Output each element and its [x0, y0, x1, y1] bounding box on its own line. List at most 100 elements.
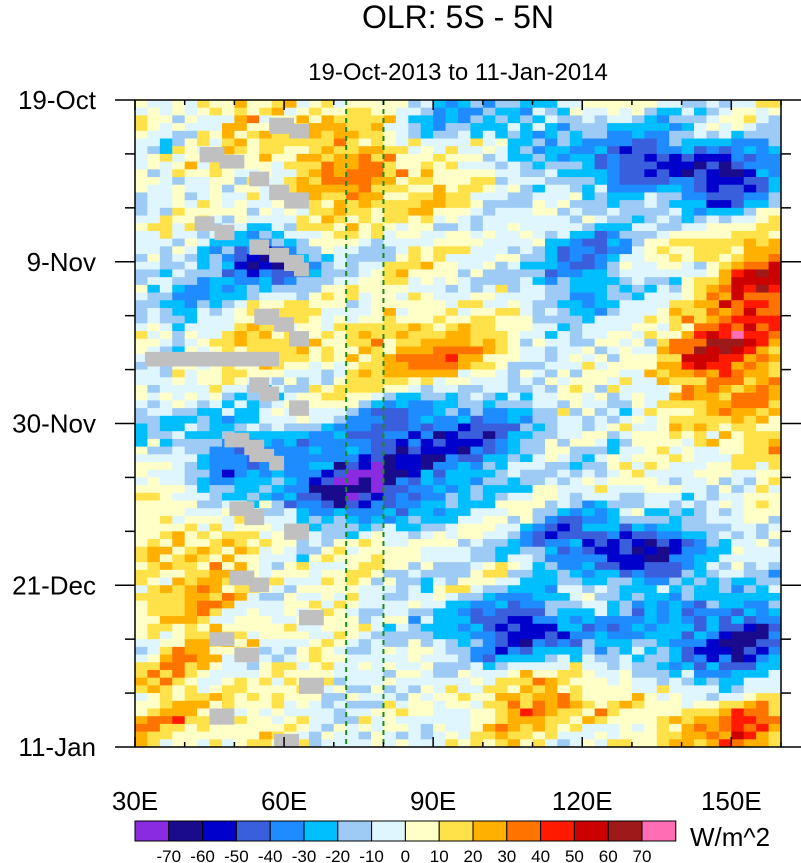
- heatmap-cell: [246, 300, 260, 309]
- heatmap-cell: [135, 523, 149, 532]
- heatmap-cell: [308, 562, 322, 571]
- heatmap-cell: [284, 246, 298, 255]
- heatmap-cell: [433, 546, 447, 556]
- heatmap-cell: [135, 616, 149, 625]
- heatmap-cell: [383, 523, 397, 532]
- heatmap-cell: [607, 731, 621, 740]
- heatmap-cell: [768, 577, 781, 586]
- heatmap-cell: [271, 600, 285, 609]
- heatmap-cell: [321, 130, 335, 140]
- heatmap-cell: [768, 585, 781, 594]
- heatmap-cell: [271, 677, 285, 686]
- heatmap-cell: [221, 600, 235, 609]
- heatmap-cell: [358, 631, 372, 640]
- heatmap-cell: [147, 577, 161, 586]
- heatmap-cell: [594, 107, 608, 116]
- heatmap-cell: [532, 546, 546, 556]
- heatmap-cell: [495, 693, 509, 702]
- heatmap-cell: [594, 631, 608, 640]
- heatmap-cell: [147, 454, 161, 463]
- heatmap-cell: [731, 693, 745, 702]
- heatmap-cell: [408, 423, 422, 432]
- heatmap-cell: [482, 200, 496, 209]
- heatmap-cell: [420, 592, 434, 602]
- heatmap-cell: [445, 100, 459, 109]
- heatmap-cell: [694, 146, 708, 155]
- heatmap-cell: [408, 161, 422, 170]
- heatmap-cell: [159, 554, 173, 563]
- heatmap-cell: [445, 654, 459, 663]
- heatmap-cell: [482, 261, 496, 271]
- heatmap-cell: [135, 138, 149, 147]
- heatmap-cell: [470, 223, 484, 232]
- heatmap-cell: [346, 377, 360, 386]
- heatmap-cell: [135, 577, 149, 586]
- heatmap-cell: [694, 492, 708, 502]
- heatmap-cell: [172, 415, 186, 425]
- heatmap-cell: [420, 307, 434, 317]
- heatmap-cell: [619, 508, 633, 517]
- heatmap-cell: [234, 469, 248, 479]
- heatmap-cell: [569, 392, 583, 401]
- heatmap-cell: [731, 515, 745, 525]
- heatmap-cell: [544, 700, 558, 710]
- heatmap-cell: [594, 200, 608, 209]
- heatmap-cell: [135, 623, 149, 633]
- heatmap-cell: [395, 462, 409, 471]
- heatmap-cell: [495, 331, 509, 340]
- heatmap-cell: [669, 100, 683, 109]
- heatmap-cell: [445, 700, 459, 710]
- heatmap-cell: [408, 300, 422, 309]
- heatmap-cell: [594, 400, 608, 409]
- heatmap-cell: [408, 669, 422, 679]
- heatmap-cell: [172, 623, 186, 633]
- heatmap-cell: [458, 462, 472, 471]
- heatmap-cell: [271, 685, 285, 694]
- colorbar-swatch: [607, 820, 643, 842]
- heatmap-cell: [445, 600, 459, 609]
- heatmap-cell: [482, 408, 496, 417]
- heatmap-cell: [569, 600, 583, 609]
- heatmap-cell: [656, 454, 670, 463]
- heatmap-cell: [520, 438, 534, 448]
- heatmap-cell: [520, 546, 534, 556]
- heatmap-cell: [333, 331, 347, 340]
- heatmap-cell: [557, 307, 571, 317]
- heatmap-cell: [458, 415, 472, 425]
- heatmap-cell: [433, 569, 447, 579]
- heatmap-cell: [420, 600, 434, 609]
- heatmap-cell: [569, 523, 583, 532]
- heatmap-cell: [346, 554, 360, 563]
- heatmap-cell: [681, 731, 695, 740]
- heatmap-cell: [433, 123, 447, 132]
- heatmap-cell: [681, 246, 695, 255]
- heatmap-cell: [768, 723, 781, 733]
- heatmap-cell: [358, 392, 372, 401]
- heatmap-cell: [259, 515, 273, 525]
- heatmap-cell: [296, 138, 310, 147]
- heatmap-cell: [532, 254, 546, 263]
- heatmap-cell: [731, 200, 745, 209]
- heatmap-cell: [221, 685, 235, 694]
- heatmap-cell: [420, 153, 434, 163]
- heatmap-cell: [395, 546, 409, 556]
- heatmap-cell: [532, 539, 546, 548]
- heatmap-cell: [408, 477, 422, 486]
- heatmap-cell: [656, 400, 670, 409]
- heatmap-cell: [209, 554, 223, 563]
- heatmap-cell: [731, 739, 745, 747]
- heatmap-cell: [135, 500, 149, 509]
- heatmap-cell: [159, 462, 173, 471]
- heatmap-cell: [408, 115, 422, 124]
- heatmap-cell: [259, 608, 273, 617]
- heatmap-cell: [420, 731, 434, 740]
- heatmap-cell: [718, 207, 732, 217]
- heatmap-cell: [321, 477, 335, 486]
- heatmap-cell: [458, 669, 472, 679]
- heatmap-cell: [296, 446, 310, 455]
- heatmap-cell: [669, 739, 683, 747]
- heatmap-cell: [768, 215, 781, 224]
- heatmap-cell: [619, 454, 633, 463]
- heatmap-cell: [147, 431, 161, 440]
- heatmap-cell: [706, 384, 720, 394]
